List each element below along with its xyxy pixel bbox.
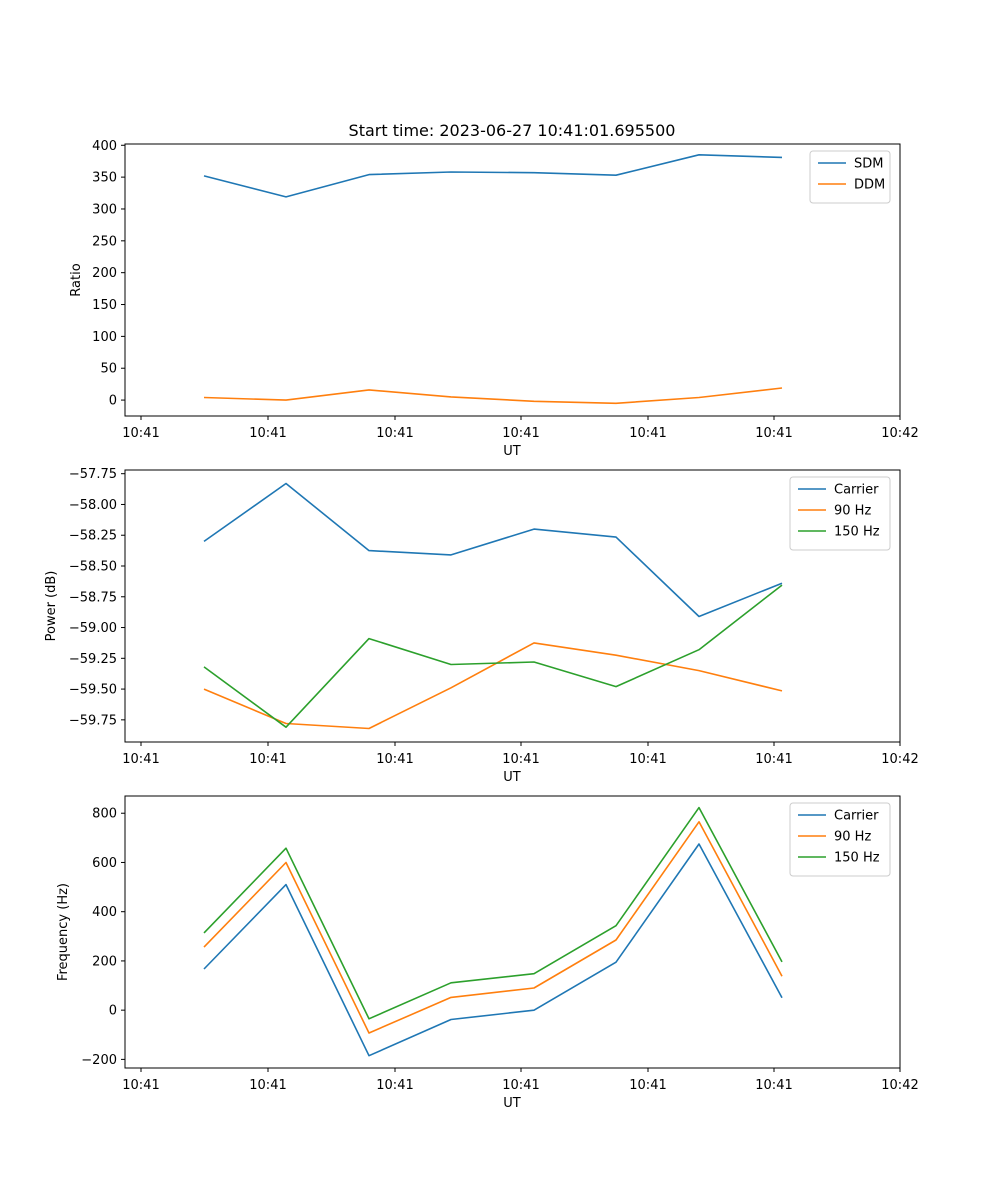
x-tick-label: 10:42: [881, 752, 918, 767]
y-tick-label: −57.75: [69, 467, 117, 482]
y-tick-label: 300: [92, 202, 117, 217]
series-line-1: [203, 482, 783, 618]
x-tick-label: 10:41: [249, 426, 286, 441]
legend-entry: 150 Hz: [834, 851, 880, 866]
axes-frame: [124, 469, 901, 743]
y-tick-label: −59.75: [69, 713, 117, 728]
x-tick-label: 10:41: [755, 752, 792, 767]
legend-entry: DDM: [854, 178, 885, 193]
axes-frame: [124, 143, 901, 417]
y-tick-label: −58.25: [69, 529, 117, 544]
legend: Carrier 90 Hz 150 Hz: [789, 802, 891, 877]
x-axis-label: UT: [503, 770, 521, 785]
y-axis-label: Power (dB): [44, 571, 59, 642]
x-tick-label: 10:41: [376, 426, 413, 441]
panel-1: 0 50 100 150 200 250 300 350 400 10:41 10:41 10:41 1…: [69, 139, 919, 459]
x-axis-label: UT: [503, 1096, 521, 1111]
y-axis-label: Frequency (Hz): [56, 883, 71, 981]
x-tick-label: 10:41: [249, 1078, 286, 1093]
y-tick-label: 150: [92, 298, 117, 313]
x-tick-label: 10:41: [376, 1078, 413, 1093]
x-tick-label: 10:41: [376, 752, 413, 767]
panel-3: −200 0 200 400 600 800 10:41 10:41 10:41 10:41 10:…: [56, 795, 919, 1111]
legend-entry: SDM: [854, 157, 883, 172]
x-tick-label: 10:41: [122, 1078, 159, 1093]
series-line-2: [203, 820, 783, 1034]
x-tick-label: 10:41: [249, 752, 286, 767]
x-tick-label: 10:41: [502, 426, 539, 441]
y-tick-label: −58.50: [69, 560, 117, 575]
x-tick-label: 10:42: [881, 426, 918, 441]
x-tick-label: 10:41: [755, 1078, 792, 1093]
legend-entry: 90 Hz: [834, 504, 871, 519]
x-tick-label: 10:41: [629, 426, 666, 441]
y-tick-label: 800: [92, 807, 117, 822]
figure-title: Start time: 2023-06-27 10:41:01.695500: [349, 121, 676, 140]
axes-frame: [124, 795, 901, 1069]
y-tick-label: 200: [92, 954, 117, 969]
x-tick-label: 10:42: [881, 1078, 918, 1093]
y-tick-label: 0: [109, 1004, 117, 1019]
y-tick-label: 250: [92, 234, 117, 249]
panels: 0 50 100 150 200 250 300 350 400 10:41 10:41 10:41 1…: [44, 139, 919, 1111]
series-line-2: [203, 387, 783, 405]
x-tick-label: 10:41: [502, 752, 539, 767]
x-tick-label: 10:41: [502, 1078, 539, 1093]
y-tick-label: −58.75: [69, 590, 117, 605]
legend: Carrier 90 Hz 150 Hz: [789, 476, 891, 551]
y-tick-label: −59.00: [69, 621, 117, 636]
series-line-3: [203, 584, 783, 729]
y-tick-label: 400: [92, 139, 117, 154]
legend: SDM DDM: [809, 150, 891, 204]
series-line-2: [203, 642, 783, 730]
series-line-3: [203, 806, 783, 1020]
y-tick-label: 200: [92, 266, 117, 281]
x-tick-label: 10:41: [755, 426, 792, 441]
series-line-1: [203, 843, 783, 1057]
y-tick-label: 350: [92, 171, 117, 186]
legend-entry: Carrier: [834, 809, 879, 824]
legend-entry: 90 Hz: [834, 830, 871, 845]
x-axis-label: UT: [503, 444, 521, 459]
legend-entry: 150 Hz: [834, 525, 880, 540]
y-tick-label: −59.50: [69, 683, 117, 698]
x-tick-label: 10:41: [629, 1078, 666, 1093]
y-tick-label: −58.00: [69, 498, 117, 513]
legend-box: [809, 150, 891, 204]
y-tick-label: 50: [100, 362, 117, 377]
y-tick-label: 100: [92, 330, 117, 345]
x-tick-label: 10:41: [629, 752, 666, 767]
series-line-1: [203, 154, 783, 198]
x-tick-label: 10:41: [122, 426, 159, 441]
x-tick-label: 10:41: [122, 752, 159, 767]
y-axis-label: Ratio: [69, 263, 84, 296]
legend-entry: Carrier: [834, 483, 879, 498]
panel-2: −59.75 −59.50 −59.25 −59.00 −58.75 −58.50 −58.…: [44, 467, 919, 785]
y-tick-label: 0: [109, 394, 117, 409]
y-tick-label: −59.25: [69, 652, 117, 667]
y-tick-label: 600: [92, 856, 117, 871]
y-tick-label: 400: [92, 905, 117, 920]
y-tick-label: −200: [81, 1053, 117, 1068]
